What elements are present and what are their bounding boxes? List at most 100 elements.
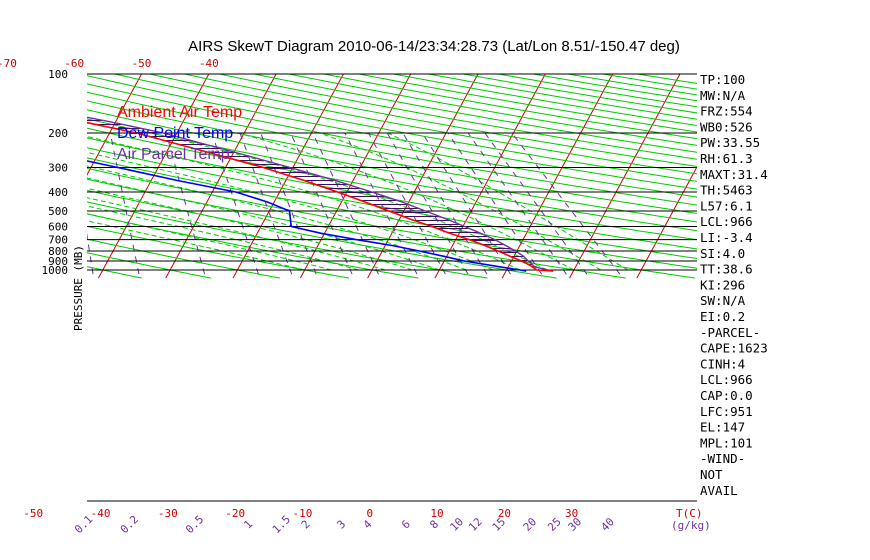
dry-adiabat-line	[87, 225, 350, 279]
mixing-ratio-tick-label: 6	[399, 518, 413, 532]
dew-point-temp-line	[87, 160, 527, 272]
isotherm-line	[636, 165, 697, 279]
mixing-ratio-tick-label: 12	[466, 515, 485, 534]
stability-index-item: -PARCEL-	[700, 325, 760, 340]
stability-index-item: WB0:526	[700, 119, 753, 134]
dry-adiabat-line	[147, 74, 697, 175]
legend-ambient-air-temp: Ambient Air Temp	[117, 104, 242, 121]
stability-index-item: PW:33.55	[700, 135, 760, 150]
moist-adiabat-line	[87, 165, 467, 271]
y-axis-label: PRESSURE (MB)	[72, 245, 85, 331]
stability-index-item: FRZ:554	[700, 104, 753, 119]
isotherm-line	[232, 74, 344, 279]
stability-index-item: TH:5463	[700, 183, 753, 198]
isotherm-line	[367, 74, 479, 279]
stability-index-item: MAXT:31.4	[700, 167, 768, 182]
dry-adiabat-line	[87, 127, 697, 241]
dry-adiabat-line	[87, 157, 697, 269]
stability-index-item: TP:100	[700, 72, 745, 87]
mixing-ratio-tick-label: 20	[521, 515, 540, 534]
bottom-temp-tick-label: -10	[293, 507, 313, 520]
mixing-ratio-unit-label: (g/kg)	[671, 519, 711, 532]
dry-adiabat-line	[87, 238, 281, 279]
stability-index-item: AVAIL	[700, 483, 738, 498]
stability-index-item: SW:N/A	[700, 293, 746, 308]
dry-adiabat-line	[112, 74, 697, 182]
legend-dew-point-temp: Dew Point Temp	[117, 125, 233, 142]
legend-air-parcel-temp: Air Parcel Temp	[117, 146, 230, 163]
pressure-tick-label: 500	[48, 205, 68, 218]
pressure-tick-label: 800	[48, 245, 68, 258]
moist-adiabat-line	[87, 197, 386, 271]
stability-index-item: CINH:4	[700, 356, 745, 371]
isotherm-line	[569, 74, 681, 279]
bottom-temp-tick-label: 20	[498, 507, 511, 520]
pressure-tick-label: 300	[48, 162, 68, 175]
pressure-tick-label: 200	[48, 127, 68, 140]
air-parcel-temp-line	[87, 116, 554, 272]
isotherm-line	[0, 70, 9, 278]
dry-adiabat-line	[87, 252, 211, 279]
isotherm-line	[87, 74, 143, 176]
stability-index-item: LCL:966	[700, 372, 753, 387]
x-axis-unit-label: T(C)	[676, 507, 703, 520]
stability-indices: TP:100MW:N/AFRZ:554WB0:526PW:33.55RH:61.…	[700, 72, 768, 498]
chart-background	[87, 74, 697, 501]
moist-adiabat-line	[87, 187, 413, 271]
dry-adiabat-line	[87, 75, 697, 190]
top-temp-tick-label: -50	[132, 57, 152, 70]
dry-adiabat-line	[182, 74, 697, 168]
bottom-temp-tick-label: -20	[225, 507, 245, 520]
isotherm-line	[97, 74, 210, 279]
mixing-ratio-tick-label: 25	[545, 515, 564, 534]
stability-index-item: MW:N/A	[700, 88, 746, 103]
dry-adiabat-line	[87, 137, 697, 250]
plot-area	[87, 74, 697, 501]
mixing-ratio-tick-label: 0.5	[183, 513, 206, 536]
stability-index-item: EI:0.2	[700, 309, 745, 324]
bottom-temp-tick-label: -30	[158, 507, 178, 520]
dry-adiabat-line	[87, 178, 626, 279]
bottom-temp-tick-label: -50	[23, 507, 43, 520]
top-temp-tick-label: -60	[64, 57, 84, 70]
ambient-air-temp-line	[87, 121, 554, 272]
stability-index-item: -WIND-	[700, 451, 745, 466]
dry-adiabat-line	[87, 83, 697, 198]
dry-adiabat-line	[87, 109, 697, 223]
moist-adiabat-line	[87, 220, 305, 271]
moist-adiabat-line	[87, 151, 494, 271]
pressure-tick-label: 100	[48, 68, 68, 81]
chart-title: AIRS SkewT Diagram 2010-06-14/23:34:28.7…	[188, 38, 680, 55]
stability-index-item: KI:296	[700, 277, 745, 292]
mixing-ratio-tick-label: 40	[598, 515, 617, 534]
stability-index-item: NOT	[700, 467, 723, 482]
bottom-temp-tick-label: 30	[565, 507, 578, 520]
bottom-temp-tick-label: 0	[366, 507, 373, 520]
isotherm-line	[771, 70, 870, 278]
mixing-ratio-tick-label: 1.5	[270, 513, 293, 536]
dry-adiabat-line	[87, 91, 697, 206]
stability-index-item: TT:38.6	[700, 262, 753, 277]
dry-adiabat-line	[87, 100, 697, 214]
mixing-ratio-tick-label: 0.2	[118, 513, 141, 536]
isotherm-line	[165, 74, 277, 279]
stability-index-item: EL:147	[700, 420, 745, 435]
pressure-tick-label: 600	[48, 221, 68, 234]
stability-index-item: CAP:0.0	[700, 388, 753, 403]
pressure-tick-label: 400	[48, 186, 68, 199]
chart-grid	[0, 70, 870, 279]
bottom-temp-tick-label: -40	[91, 507, 111, 520]
top-temp-tick-label: -40	[199, 57, 219, 70]
dry-adiabat-line	[87, 167, 696, 279]
stability-index-item: LI:-3.4	[700, 230, 753, 245]
stability-index-item: RH:61.3	[700, 151, 753, 166]
dry-adiabat-line	[87, 189, 557, 279]
stability-index-item: MPL:101	[700, 435, 753, 450]
bottom-temp-tick-label: 10	[430, 507, 443, 520]
dry-adiabat-line	[87, 201, 488, 279]
stability-index-item: CAPE:1623	[700, 341, 768, 356]
pressure-tick-label: 700	[48, 234, 68, 247]
mixing-ratio-tick-label: 3	[334, 518, 348, 532]
mixing-ratio-tick-label: 10	[447, 515, 466, 534]
stability-index-item: SI:4.0	[700, 246, 745, 261]
